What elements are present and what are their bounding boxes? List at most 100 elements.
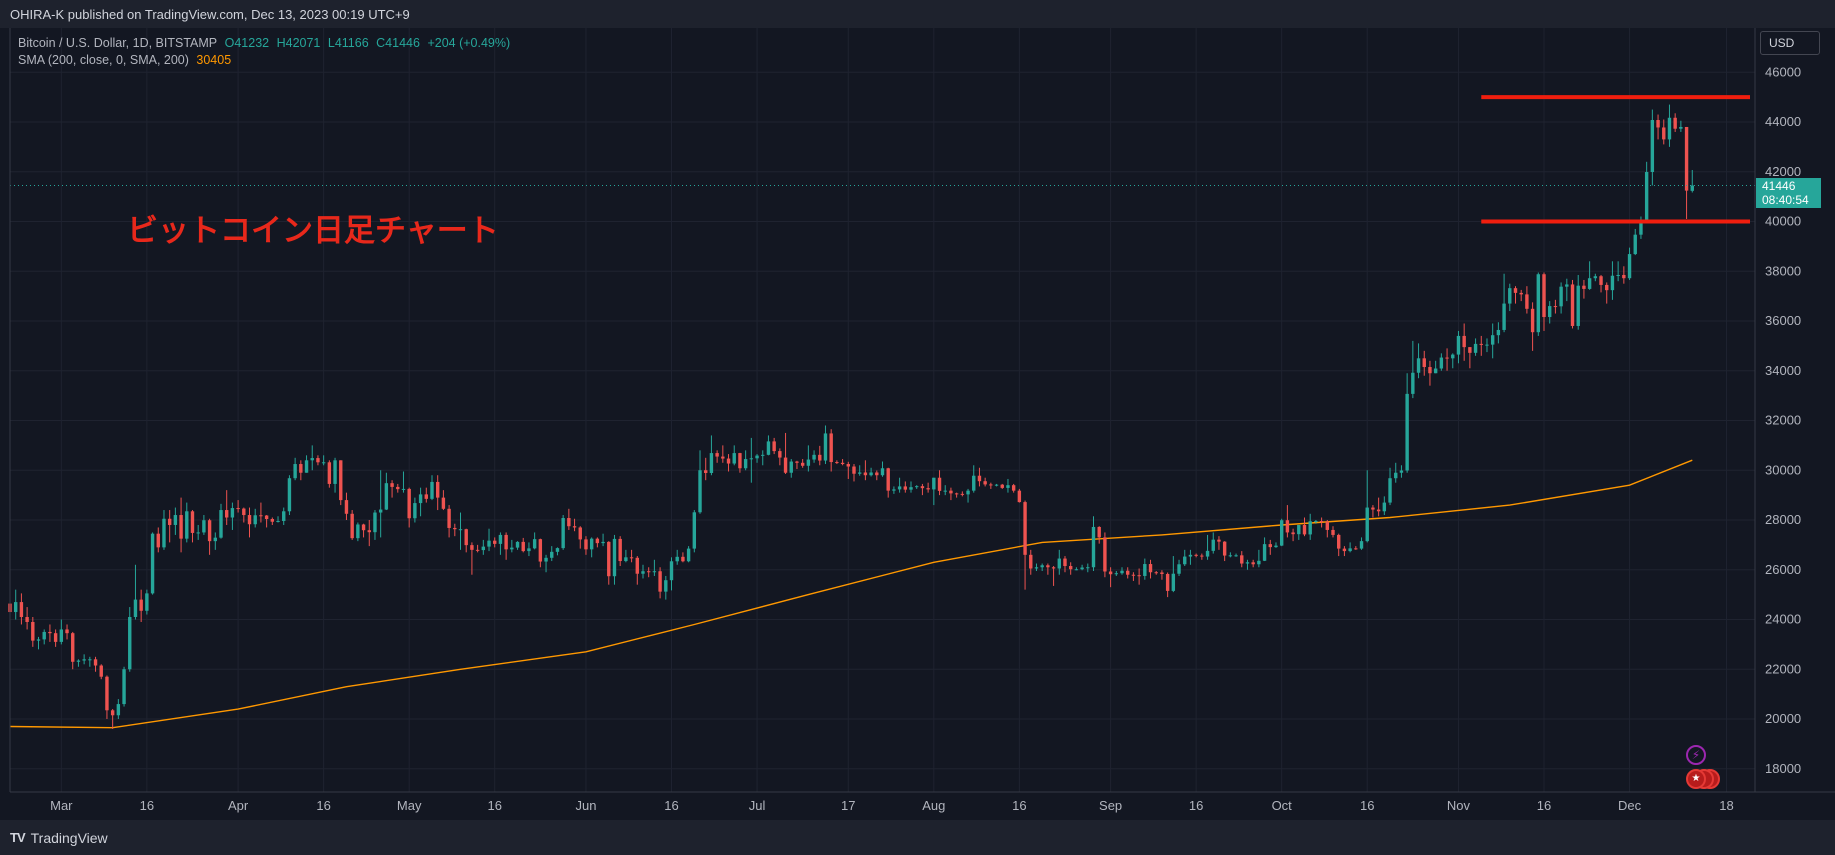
y-tick-label: 26000 (1765, 562, 1801, 577)
candle-body (875, 472, 879, 476)
candle-body (972, 475, 976, 491)
candle (390, 480, 394, 498)
candle-body (926, 488, 930, 490)
candle-body (732, 453, 736, 464)
candle-body (304, 460, 309, 473)
currency-button[interactable]: USD (1760, 31, 1820, 55)
candle (14, 589, 18, 620)
candle (1462, 323, 1466, 361)
candle (299, 460, 303, 481)
candle (1006, 478, 1010, 493)
candle-body (749, 458, 754, 460)
candle-body (453, 527, 457, 530)
candle (293, 457, 297, 481)
candle-body (344, 500, 349, 514)
candle-body (989, 484, 993, 486)
candle-body (983, 481, 987, 485)
candle (1137, 568, 1141, 585)
candle-body (464, 529, 468, 546)
candle (236, 500, 240, 513)
candle (1017, 488, 1022, 503)
candle (304, 455, 309, 473)
candle-body (1485, 344, 1489, 346)
candle-body (527, 548, 531, 552)
candle (19, 593, 24, 625)
x-tick-label: Jul (749, 798, 766, 813)
us-flag-event-icon[interactable]: ★ (1686, 769, 1706, 789)
candle (253, 508, 257, 528)
candle-body (1662, 127, 1666, 140)
candle-body (435, 481, 440, 498)
candle (1582, 279, 1586, 299)
candle (230, 502, 235, 530)
candle (1285, 505, 1290, 538)
candle (857, 465, 862, 476)
candle-body (966, 490, 970, 495)
candle-body (1587, 278, 1592, 289)
candle (795, 460, 799, 470)
candle (1468, 347, 1472, 369)
candle (1183, 549, 1187, 567)
candle-body (715, 453, 719, 457)
candle (247, 507, 252, 538)
candle (470, 542, 474, 575)
y-tick-label: 36000 (1765, 313, 1801, 328)
candle (384, 472, 389, 511)
candle-body (145, 593, 149, 611)
y-tick-label: 44000 (1765, 114, 1801, 129)
candle (943, 485, 947, 496)
candle-body (1143, 564, 1147, 576)
footer-brand[interactable]: TradingView (30, 829, 108, 846)
candle-body (681, 556, 685, 562)
candle-body (1319, 520, 1324, 522)
candle-body (430, 481, 434, 499)
candlestick-chart[interactable]: 18000 20000 22000 24000 26000 28000 30000 32000… (0, 28, 1835, 820)
candle (1268, 539, 1272, 555)
candle-body (669, 561, 674, 581)
candle (1262, 537, 1267, 562)
candle-body (1422, 358, 1426, 368)
candle-body (789, 461, 793, 473)
legend-row-sma: SMA (200, close, 0, SMA, 200) 30405 (18, 52, 514, 69)
x-tick-label: May (397, 798, 422, 813)
candle-body (1279, 520, 1284, 546)
candle (829, 429, 833, 472)
candle (972, 465, 976, 493)
candle (989, 482, 993, 489)
candle (1633, 228, 1637, 256)
y-tick-label: 38000 (1765, 263, 1801, 278)
candle (498, 532, 503, 555)
candle-body (800, 462, 805, 466)
lightning-event-icon[interactable]: ⚡ (1686, 745, 1706, 765)
candle (1217, 536, 1221, 550)
candle-body (110, 710, 115, 716)
horizontal-lines-layer (1481, 95, 1750, 224)
candle (555, 547, 560, 556)
footer: TV TradingView (0, 820, 1835, 855)
candle-body (1667, 117, 1672, 140)
candle (994, 483, 999, 487)
candle (1354, 546, 1358, 550)
candle-body (618, 538, 622, 562)
candle-body (213, 537, 217, 542)
candle (1473, 338, 1478, 356)
candle (453, 523, 457, 537)
candle-body (36, 639, 41, 641)
candle (219, 503, 223, 539)
candle (732, 445, 736, 466)
candle (145, 589, 149, 615)
candle-body (1023, 502, 1027, 555)
sma-line (9, 459, 1693, 729)
candle-body (629, 557, 634, 559)
candle (1114, 570, 1119, 576)
candle (806, 445, 811, 472)
candle-body (840, 462, 845, 465)
candle-body (1473, 343, 1478, 353)
candle-body (1679, 126, 1683, 129)
candle (624, 549, 628, 563)
candle-body (1382, 502, 1387, 512)
candle-body (892, 489, 896, 491)
candle (897, 477, 902, 493)
candle (1154, 570, 1158, 575)
y-tick-label: 42000 (1765, 164, 1801, 179)
